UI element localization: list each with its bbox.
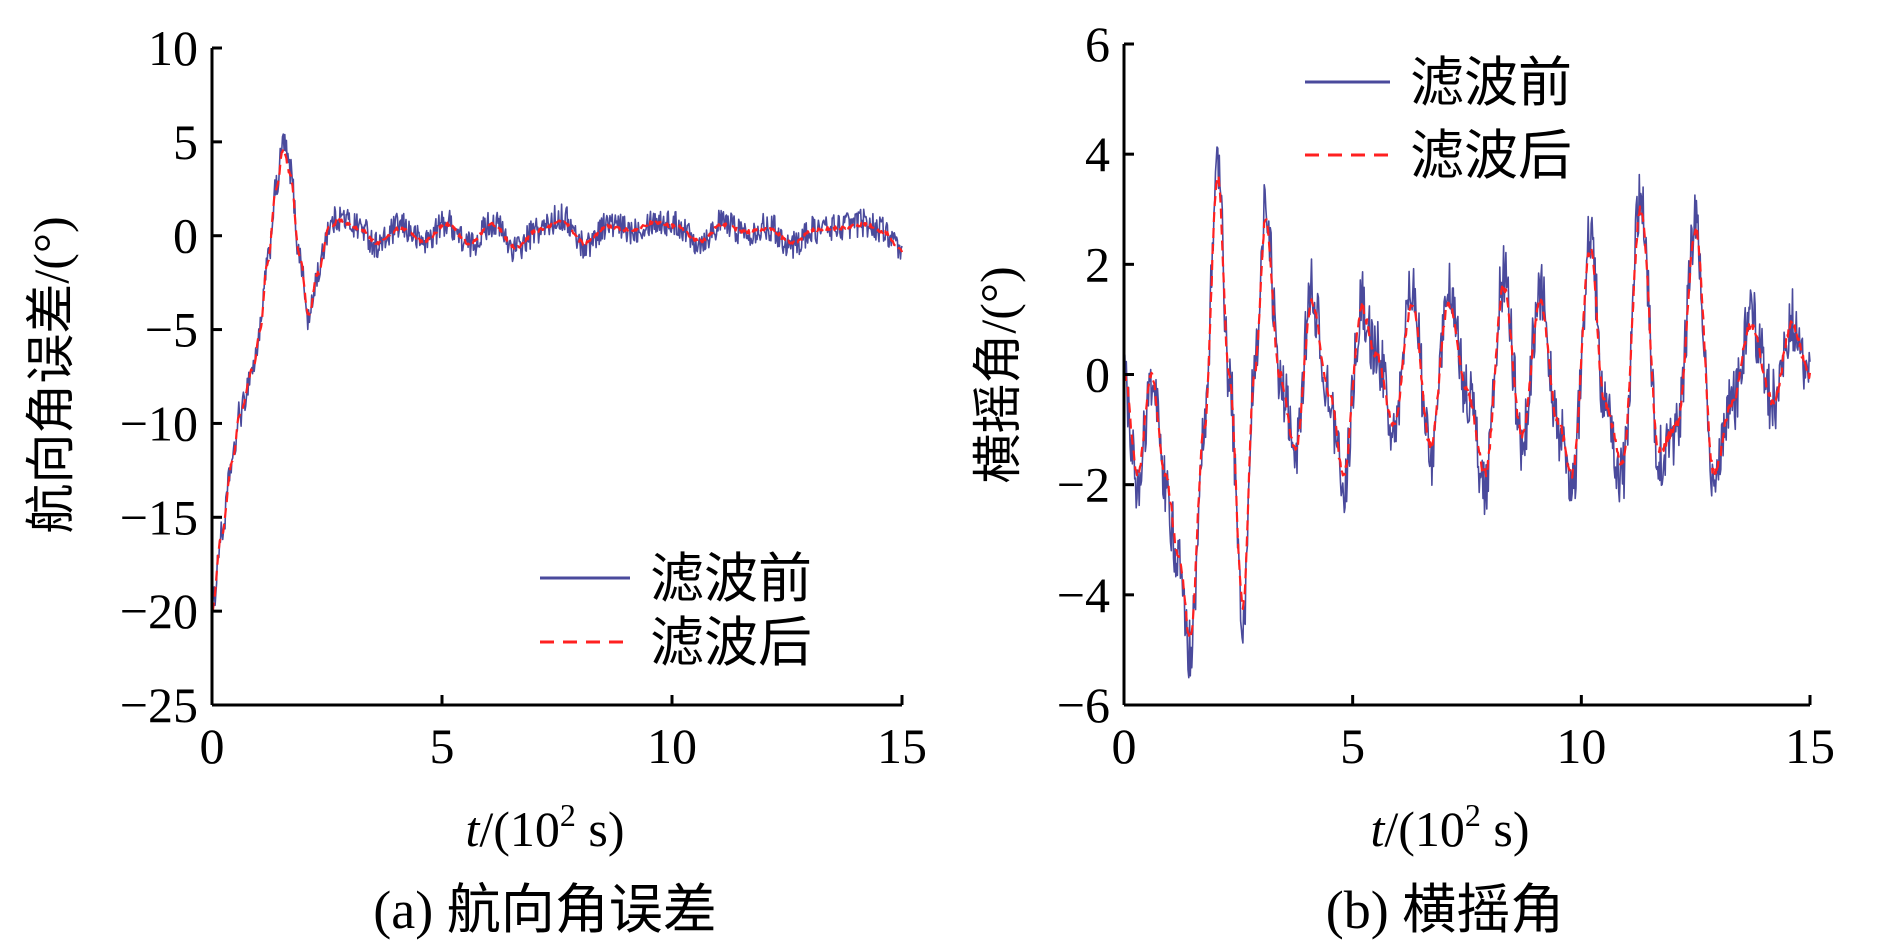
legend-label-before-a: 滤波前 xyxy=(650,549,812,609)
y-tick-label-b: −6 xyxy=(1057,677,1110,733)
y-tick-label-a: 0 xyxy=(173,208,198,264)
x-axis-var-b: t xyxy=(1370,801,1385,857)
series-line-after-b xyxy=(1123,174,1812,640)
x-tick-label-a: 0 xyxy=(200,718,225,774)
x-axis-label-a: t/(102 s) xyxy=(465,797,624,857)
plot-area-b xyxy=(1123,146,1812,679)
series-line-after-a xyxy=(211,147,904,613)
y-axis-label-a: 航向角误差/(°) xyxy=(23,216,79,533)
x-tick-label-b: 0 xyxy=(1112,718,1137,774)
x-tick-label-b: 10 xyxy=(1556,718,1606,774)
x-tick-label-a: 10 xyxy=(647,718,697,774)
plot-area-a xyxy=(211,133,904,624)
y-tick-label-a: 5 xyxy=(173,114,198,170)
y-tick-label-a: −15 xyxy=(120,489,198,545)
x-axis-sup-b: 2 xyxy=(1465,797,1481,833)
x-axis-end-b: s) xyxy=(1481,801,1530,857)
x-axis-sup-a: 2 xyxy=(560,797,576,833)
y-axis-label-b: 横摇角/(°) xyxy=(970,266,1026,483)
y-tick-label-a: −10 xyxy=(120,395,198,451)
y-tick-label-b: 2 xyxy=(1085,236,1110,292)
y-tick-label-a: −20 xyxy=(120,583,198,639)
series-line-before-a xyxy=(211,133,903,624)
series-line-before-b xyxy=(1123,146,1811,679)
panel-a-heading-error: 0 5 10 15 −25 −20 −15 −10 −5 0 5 10 航向角误差/(°) t/(10… xyxy=(23,20,927,940)
x-tick-label-a: 5 xyxy=(430,718,455,774)
y-tick-label-a: −25 xyxy=(120,677,198,733)
y-tick-label-b: −2 xyxy=(1057,457,1110,513)
x-tick-label-b: 5 xyxy=(1340,718,1365,774)
ticks-a: 0 5 10 15 −25 −20 −15 −10 −5 0 5 10 xyxy=(120,20,927,774)
y-tick-label-a: −5 xyxy=(145,302,198,358)
ticks-b: 0 5 10 15 −6 −4 −2 0 2 4 6 xyxy=(1057,16,1835,774)
legend-a: 滤波前 滤波后 xyxy=(540,549,812,673)
x-axis-label-b: t/(102 s) xyxy=(1370,797,1529,857)
y-tick-label-b: 4 xyxy=(1085,126,1110,182)
y-tick-label-b: 0 xyxy=(1085,347,1110,403)
y-tick-label-b: −4 xyxy=(1057,567,1110,623)
legend-label-before-b: 滤波前 xyxy=(1410,53,1572,113)
x-axis-rest-b: /(10 xyxy=(1384,801,1465,857)
legend-label-after-a: 滤波后 xyxy=(650,613,812,673)
y-tick-label-b: 6 xyxy=(1085,16,1110,72)
x-tick-label-b: 15 xyxy=(1785,718,1835,774)
caption-b: (b) 横摇角 xyxy=(1326,880,1564,940)
x-axis-var-a: t xyxy=(465,801,480,857)
legend-label-after-b: 滤波后 xyxy=(1410,126,1572,186)
x-axis-rest-a: /(10 xyxy=(479,801,560,857)
legend-b: 滤波前 滤波后 xyxy=(1305,53,1572,186)
caption-a: (a) 航向角误差 xyxy=(373,880,716,940)
y-tick-label-a: 10 xyxy=(148,20,198,76)
x-axis-end-a: s) xyxy=(576,801,625,857)
x-tick-label-a: 15 xyxy=(877,718,927,774)
